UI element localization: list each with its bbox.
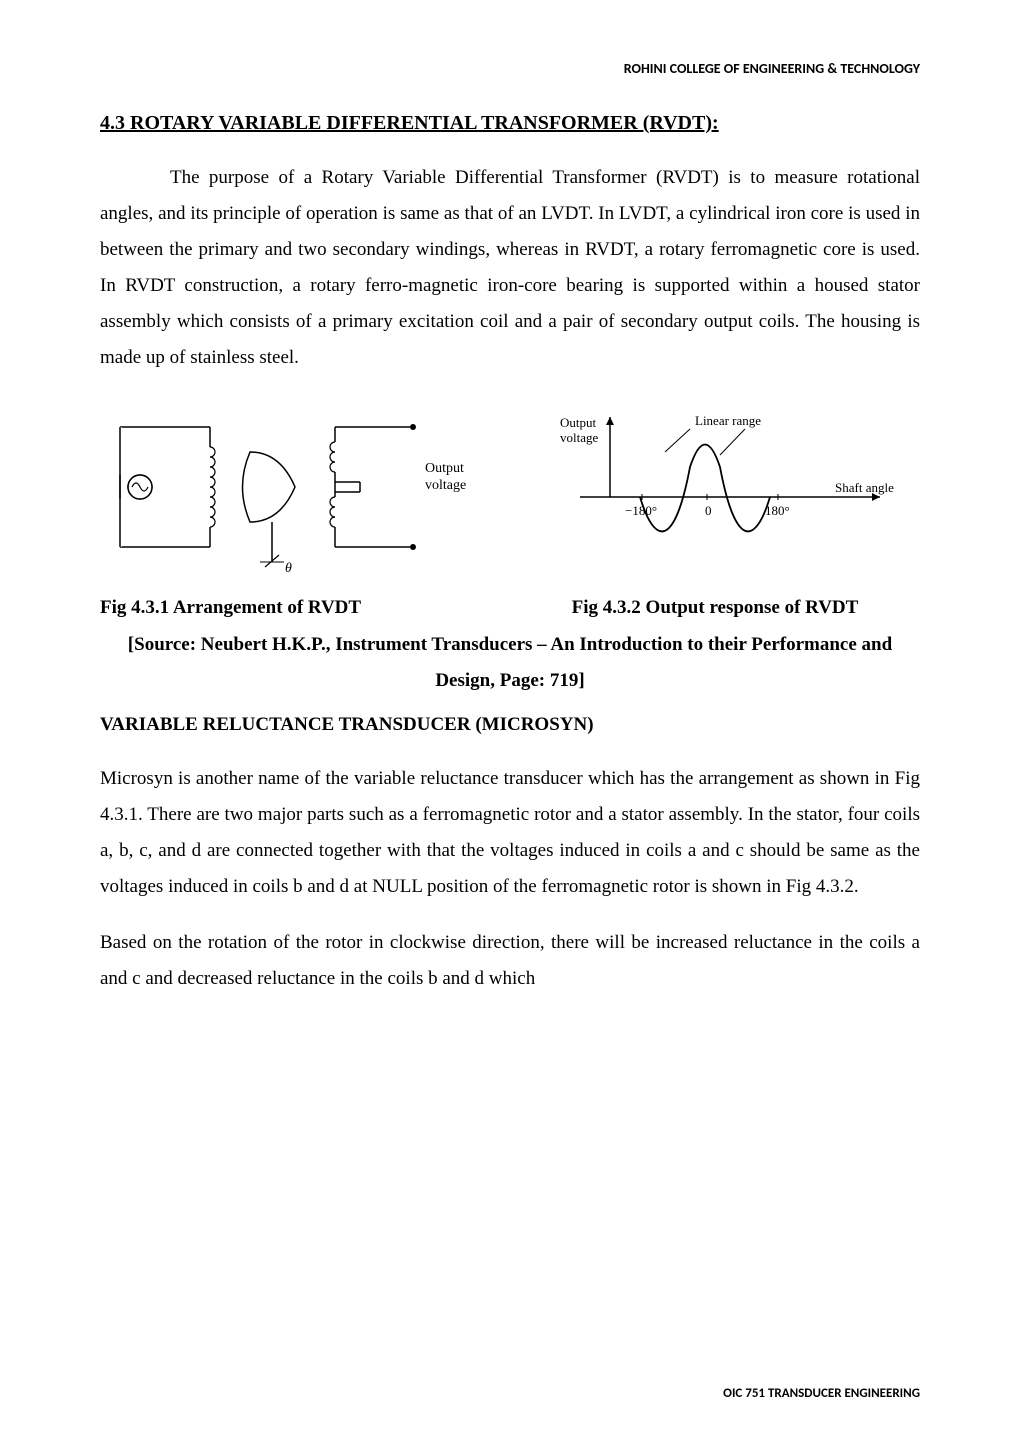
svg-text:Linear range: Linear range xyxy=(695,413,761,428)
page-header: ROHINI COLLEGE OF ENGINEERING & TECHNOLO… xyxy=(100,60,920,77)
section-heading: 4.3 ROTARY VARIABLE DIFFERENTIAL TRANSFO… xyxy=(100,112,920,135)
svg-text:Output: Output xyxy=(425,461,464,476)
paragraph-intro: The purpose of a Rotary Variable Differe… xyxy=(100,160,920,377)
figure-source: [Source: Neubert H.K.P., Instrument Tran… xyxy=(100,627,920,699)
figure1-caption: Fig 4.3.1 Arrangement of RVDT xyxy=(100,597,510,619)
svg-text:voltage: voltage xyxy=(560,430,598,445)
svg-text:voltage: voltage xyxy=(425,478,466,493)
svg-text:θ: θ xyxy=(285,561,292,576)
paragraph-rotation: Based on the rotation of the rotor in cl… xyxy=(100,925,920,997)
figure2-caption: Fig 4.3.2 Output response of RVDT xyxy=(510,597,920,619)
paragraph-microsyn: Microsyn is another name of the variable… xyxy=(100,761,920,905)
svg-text:180°: 180° xyxy=(765,503,790,518)
page-footer: OIC 751 TRANSDUCER ENGINEERING xyxy=(723,1386,920,1401)
svg-text:Shaft angle: Shaft angle xyxy=(835,480,894,495)
svg-text:0: 0 xyxy=(705,503,712,518)
figure-caption-row: Fig 4.3.1 Arrangement of RVDT Fig 4.3.2 … xyxy=(100,597,920,619)
svg-text:−180°: −180° xyxy=(625,503,657,518)
figures-row: θ Output voltage Outp xyxy=(100,397,920,577)
figure-rvdt-response: Output voltage Linear range −180° 0 180°… xyxy=(540,397,920,577)
subheading-microsyn: VARIABLE RELUCTANCE TRANSDUCER (MICROSYN… xyxy=(100,714,920,736)
svg-text:Output: Output xyxy=(560,415,597,430)
figure-rvdt-arrangement: θ Output voltage xyxy=(100,397,480,577)
